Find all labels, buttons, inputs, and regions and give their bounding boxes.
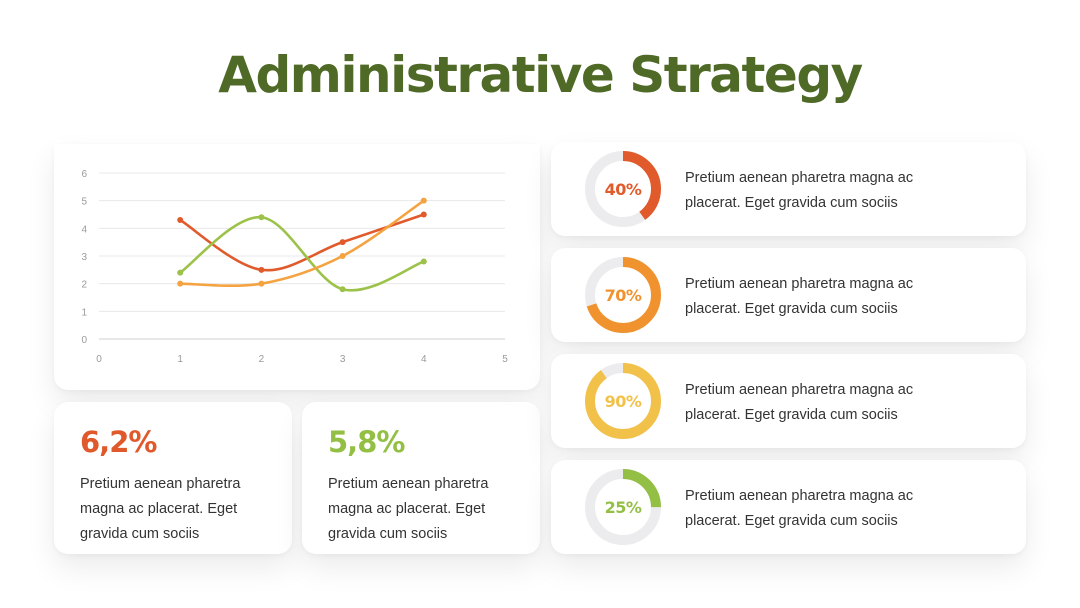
- series-3-point-1: [177, 280, 184, 287]
- y-tick-label-6: 6: [81, 169, 87, 180]
- progress-ring-3: [585, 363, 661, 439]
- progress-ring-fill: [585, 257, 661, 333]
- series-2-point-1: [177, 269, 184, 276]
- y-tick-label-4: 4: [81, 224, 87, 235]
- stat-text-1: Pretium aenean pharetra magna ac placera…: [80, 476, 241, 542]
- series-3-point-4: [420, 197, 427, 204]
- progress-label-3: 90%: [604, 391, 642, 411]
- series-1-point-4: [420, 211, 427, 218]
- progress-label-2: 70%: [604, 285, 642, 305]
- y-tick-label-3: 3: [81, 252, 87, 263]
- series-2-point-3: [339, 286, 346, 293]
- y-tick-label-1: 1: [81, 307, 87, 318]
- series-2-point-4: [420, 258, 427, 265]
- series-1-point-2: [258, 266, 265, 273]
- progress-label-1: 40%: [604, 179, 642, 199]
- progress-ring-center: [596, 268, 650, 322]
- progress-ring-4: [585, 469, 661, 545]
- progress-card-1: 40% Pretium aenean pharetra magna ac pla…: [551, 142, 1026, 236]
- y-tick-label-0: 0: [81, 335, 87, 346]
- series-2-point-2: [258, 214, 265, 221]
- x-tick-label-1: 1: [177, 354, 183, 365]
- stat-value-2: 5,8%: [328, 425, 405, 459]
- line-chart: 0 1 2 3 4 5 6 0 1 2 3 4 5: [81, 169, 508, 365]
- series-1-point-3: [339, 239, 346, 246]
- progress-label-4: 25%: [604, 497, 642, 517]
- y-tick-label-5: 5: [81, 197, 87, 208]
- series-3-point-3: [339, 253, 346, 259]
- progress-text-4: Pretium aenean pharetra magna ac placera…: [685, 488, 914, 529]
- progress-ring-2: [585, 257, 661, 333]
- progress-ring-center: [596, 374, 650, 428]
- series-line-3: [178, 199, 426, 288]
- series-line-1: [178, 213, 426, 272]
- x-tick-label-3: 3: [340, 354, 346, 365]
- progress-ring-fill: [585, 151, 661, 227]
- progress-ring-center: [596, 480, 650, 534]
- line-chart-card: 0 1 2 3 4 5 6 0 1 2 3 4 5: [54, 144, 540, 390]
- progress-text-1: Pretium aenean pharetra magna ac placera…: [685, 170, 914, 211]
- progress-card-2: 70% Pretium aenean pharetra magna ac pla…: [551, 248, 1026, 342]
- stat-value-1: 6,2%: [80, 425, 157, 459]
- x-tick-label-0: 0: [96, 354, 102, 365]
- stat-text-2: Pretium aenean pharetra magna ac placera…: [328, 476, 489, 542]
- x-tick-label-4: 4: [421, 354, 427, 365]
- progress-text-2: Pretium aenean pharetra magna ac placera…: [685, 276, 914, 317]
- progress-card-3: 90% Pretium aenean pharetra magna ac pla…: [551, 354, 1026, 448]
- x-tick-label-5: 5: [502, 354, 508, 365]
- progress-ring-fill: [585, 469, 661, 545]
- y-tick-label-2: 2: [81, 280, 87, 291]
- series-1-point-1: [177, 217, 184, 224]
- series-line-2: [178, 215, 426, 292]
- stat-card-2: 5,8% Pretium aenean pharetra magna ac pl…: [302, 402, 540, 554]
- progress-text-3: Pretium aenean pharetra magna ac placera…: [685, 382, 914, 423]
- progress-ring-center: [596, 162, 650, 216]
- progress-card-4: 25% Pretium aenean pharetra magna ac pla…: [551, 460, 1026, 554]
- page-title: Administrative Strategy: [218, 46, 863, 104]
- x-tick-label-2: 2: [259, 354, 265, 365]
- stat-card-1: 6,2% Pretium aenean pharetra magna ac pl…: [54, 402, 292, 554]
- series-3-point-2: [258, 280, 265, 287]
- progress-ring-1: [585, 151, 661, 227]
- progress-ring-fill: [585, 363, 661, 439]
